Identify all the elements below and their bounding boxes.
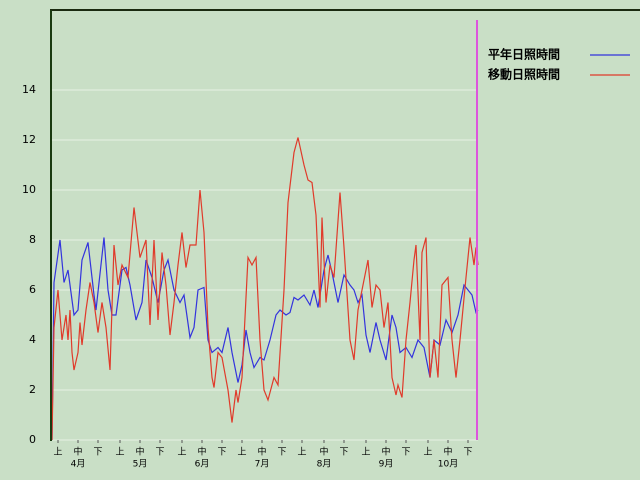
y-tick-label: 12 — [22, 133, 36, 146]
x-tick-label: 下 — [401, 448, 410, 458]
x-tick-label: 下 — [93, 448, 102, 458]
legend-label: 平年日照時間 — [488, 47, 560, 62]
x-tick-label: 中 — [257, 446, 266, 458]
grid — [52, 89, 478, 441]
y-tick-label: 8 — [29, 233, 36, 246]
x-tick-label: 上 — [237, 447, 246, 458]
series-line — [51, 237, 479, 441]
x-tick-label: 中 — [443, 446, 452, 458]
x-tick-label: 上 — [423, 447, 432, 458]
month-label: 9月 — [379, 459, 394, 470]
y-tick-label: 14 — [22, 83, 36, 96]
x-tick-label: 下 — [155, 448, 164, 458]
x-tick-label: 下 — [463, 448, 472, 458]
x-tick-label: 中 — [197, 446, 206, 458]
x-tick-label: 中 — [135, 446, 144, 458]
month-label: 4月 — [71, 459, 86, 470]
series-line — [51, 137, 479, 441]
x-tick-label: 上 — [53, 447, 62, 458]
y-tick-label: 2 — [29, 383, 36, 396]
x-tick-label: 中 — [319, 446, 328, 458]
x-tick-label: 上 — [297, 447, 306, 458]
month-label: 6月 — [195, 459, 210, 470]
legend-label: 移動日照時間 — [488, 67, 560, 82]
x-tick-label: 中 — [73, 446, 82, 458]
x-tick-label: 上 — [115, 447, 124, 458]
y-tick-label: 6 — [29, 283, 36, 296]
x-tick-label: 下 — [217, 448, 226, 458]
month-label: 5月 — [133, 459, 148, 470]
x-tick-label: 中 — [381, 446, 390, 458]
y-tick-label: 4 — [29, 333, 36, 346]
x-tick-label: 上 — [177, 447, 186, 458]
month-label: 8月 — [317, 459, 332, 470]
month-label: 7月 — [255, 459, 270, 470]
month-label: 10月 — [438, 459, 458, 470]
x-tick-label: 下 — [339, 448, 348, 458]
y-tick-label: 0 — [29, 433, 36, 446]
y-tick-label: 10 — [22, 183, 36, 196]
x-tick-label: 下 — [277, 448, 286, 458]
x-tick-label: 上 — [361, 447, 370, 458]
plot — [51, 137, 479, 441]
